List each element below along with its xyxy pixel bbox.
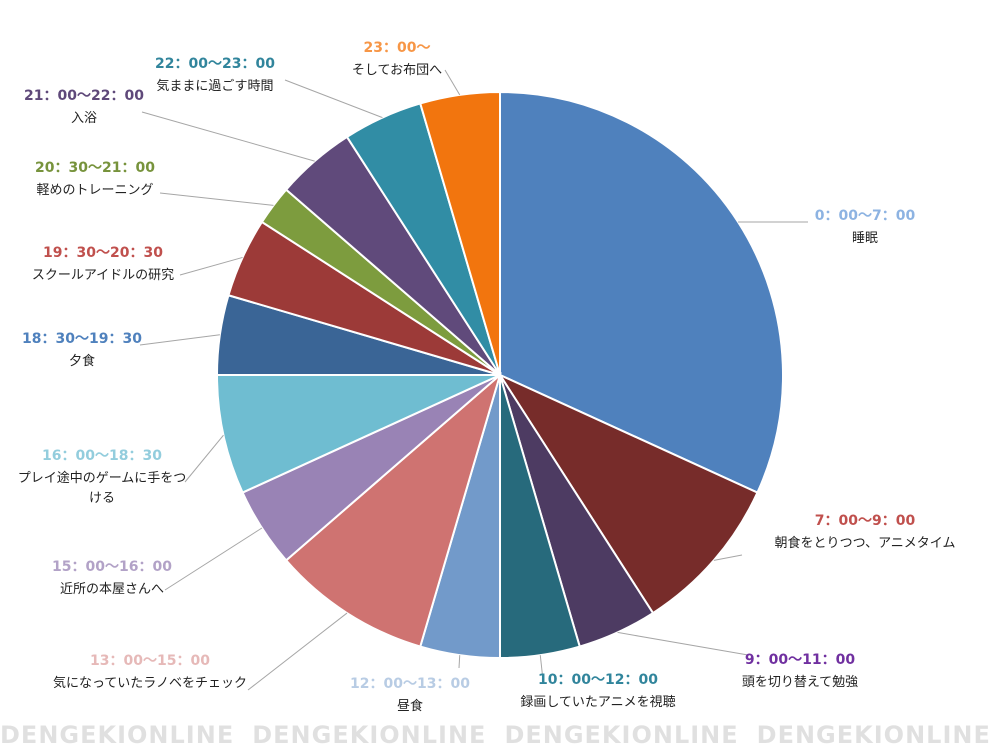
watermark: DENGEKIONLINE DENGEKIONLINE DENGEKIONLINE D…: [0, 720, 1000, 750]
leader-line: [539, 655, 544, 681]
slice-activity-label: 近所の本屋さんへ: [60, 582, 164, 597]
watermark-text: DENGEKIONLINE: [0, 721, 235, 749]
slice-activity-label: そしてお布団へ: [352, 63, 442, 78]
slice-time-label: 10：00〜12：00: [538, 672, 658, 688]
leader-line: [159, 192, 274, 206]
slice-time-label: 18：30〜19：30: [22, 331, 142, 347]
slice-activity-label: 頭を切り替えて勉強: [742, 675, 858, 690]
slice-activity-label: 朝食をとりつつ、アニメタイム: [774, 535, 955, 551]
slice-time-label: 0：00〜7：00: [815, 208, 916, 224]
leader-line: [179, 256, 243, 276]
leader-line: [617, 631, 749, 656]
slice-time-label: 12：00〜13：00: [350, 676, 470, 692]
slice-activity-label: 録画していたアニメを視聴: [520, 695, 675, 710]
slice-time-label: 7：00〜9：00: [815, 513, 916, 529]
pie-chart: 0：00〜7：00 睡眠 7：00〜9：00 朝食をとりつつ、アニメタイム 9：00〜1…: [18, 40, 956, 714]
slice-labels: 0：00〜7：00 睡眠 7：00〜9：00 朝食をとりつつ、アニメタイム 9：00〜1…: [18, 40, 956, 714]
pie-slice: [284, 372, 502, 648]
slice-activity-label: 気になっていたラノベをチェック: [53, 675, 247, 691]
slice-activity-label: ける: [89, 491, 115, 506]
leader-line: [458, 655, 461, 669]
pie-slice: [499, 90, 784, 494]
slice-time-label: 9：00〜11：00: [745, 652, 855, 668]
slice-time-label: 22：00〜23：00: [155, 56, 275, 72]
leader-line: [247, 612, 348, 691]
leader-line: [444, 69, 461, 96]
watermark-text: DENGEKIONLINE: [252, 721, 487, 749]
slice-activity-label: 気ままに過ごす時間: [156, 78, 273, 94]
slice-activity-label: 昼食: [397, 698, 423, 714]
watermark-text: DENGEKIONLINE: [504, 721, 739, 749]
watermark-text: DENGEKIONLINE: [756, 721, 991, 749]
leader-line: [164, 527, 263, 591]
slice-time-label: 19：30〜20：30: [43, 245, 163, 261]
leader-line: [141, 111, 315, 162]
slice-time-label: 13：00〜15：00: [90, 653, 210, 669]
slice-time-label: 16：00〜18：30: [42, 448, 162, 464]
leader-line: [184, 434, 224, 483]
pie-slice: [215, 374, 501, 494]
slice-activity-label: 夕食: [69, 353, 95, 369]
leader-line: [284, 79, 383, 119]
slice-time-label: 20：30〜21：00: [35, 160, 155, 176]
pie-slices: [215, 90, 784, 660]
slice-activity-label: プレイ途中のゲームに手をつ: [18, 470, 187, 486]
slice-time-label: 23：00〜: [364, 40, 431, 56]
slice-activity-label: 睡眠: [852, 231, 878, 246]
leader-lines: [139, 69, 809, 691]
slice-activity-label: 入浴: [71, 111, 97, 126]
slice-time-label: 21：00〜22：00: [24, 88, 144, 104]
slice-activity-label: スクールアイドルの研究: [32, 268, 174, 283]
slice-time-label: 15：00〜16：00: [52, 559, 172, 575]
leader-line: [713, 554, 743, 561]
leader-line: [139, 334, 220, 346]
slice-activity-label: 軽めのトレーニング: [36, 183, 153, 198]
